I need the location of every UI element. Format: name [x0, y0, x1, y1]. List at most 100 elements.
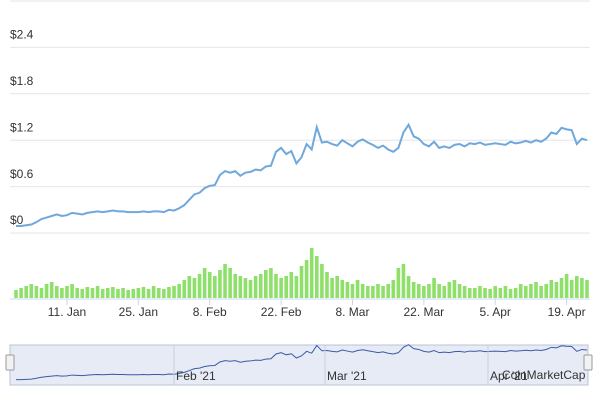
- y-tick-label: $0: [10, 213, 24, 227]
- volume-bar: [422, 286, 426, 298]
- y-tick-label: $0.6: [10, 167, 34, 181]
- volume-bar: [111, 287, 115, 298]
- volume-bar: [49, 282, 54, 298]
- volume-bar: [304, 260, 309, 298]
- volume-bar: [202, 268, 207, 298]
- volume-bar: [228, 268, 232, 298]
- volume-bar: [19, 288, 23, 298]
- y-tick-label: $1.2: [10, 120, 34, 134]
- volume-bar: [320, 264, 324, 298]
- volume-bar: [396, 268, 401, 298]
- volume-bar: [131, 289, 136, 298]
- volume-bar: [575, 276, 579, 298]
- volume-bar: [452, 280, 457, 298]
- volume-bar: [126, 290, 130, 298]
- volume-bar: [518, 284, 523, 298]
- x-tick-label: 11. Jan: [48, 305, 86, 319]
- volume-bar: [177, 284, 181, 298]
- volume-bar: [151, 286, 156, 298]
- x-tick-label: 5. Apr: [480, 305, 511, 319]
- navigator-handle[interactable]: [5, 354, 15, 371]
- volume-bar: [437, 284, 441, 298]
- volume-bar: [411, 282, 416, 298]
- volume-bar: [569, 280, 574, 298]
- volume-bar: [289, 272, 294, 298]
- volume-bar: [60, 288, 64, 298]
- volume-bar: [416, 284, 421, 298]
- price-line: [16, 122, 588, 228]
- volume-bar: [85, 287, 90, 298]
- volume-bar: [187, 276, 192, 298]
- volume-bar: [529, 284, 533, 298]
- volume-bar: [233, 274, 238, 298]
- volume-bar: [197, 274, 202, 298]
- volume-bar: [24, 286, 28, 298]
- volume-bar: [442, 286, 447, 298]
- x-tick-label: 22. Mar: [404, 305, 445, 319]
- volume-bar: [146, 289, 151, 298]
- x-tick-label: 25. Jan: [119, 305, 158, 319]
- volume-bar: [554, 282, 559, 298]
- volume-bar: [462, 286, 467, 298]
- volume-bar: [503, 286, 508, 298]
- volume-bar: [248, 280, 253, 298]
- volume-bar: [549, 280, 554, 298]
- x-tick-label: 19. Apr: [548, 305, 586, 319]
- volume-bar: [585, 280, 589, 298]
- volume-bar: [141, 287, 146, 298]
- volume-bar: [524, 286, 528, 298]
- volume-bar: [493, 286, 498, 298]
- volume-bar: [391, 280, 396, 298]
- volume-bar: [258, 274, 263, 298]
- volume-bar: [192, 278, 197, 298]
- volume-bar: [360, 284, 365, 298]
- volume-bar: [264, 270, 268, 298]
- volume-bar: [340, 280, 345, 298]
- volume-bar: [54, 286, 59, 298]
- volume-bar: [279, 278, 283, 298]
- volume-bar: [284, 276, 289, 298]
- volume-bar: [167, 287, 171, 298]
- volume-bar: [80, 289, 85, 298]
- volume-bar: [478, 286, 482, 298]
- volume-bar: [309, 248, 314, 298]
- volume-bar: [223, 264, 227, 298]
- volume-bar: [432, 278, 436, 298]
- y-tick-label: $1.8: [10, 74, 34, 88]
- y-tick-label: $2.4: [10, 28, 34, 42]
- volume-bar: [386, 284, 390, 298]
- volume-bar: [218, 270, 222, 298]
- navigator-handle[interactable]: [583, 354, 593, 371]
- volume-bar: [314, 256, 319, 298]
- volume-bar: [274, 274, 278, 298]
- volume-bar: [544, 284, 549, 298]
- navigator-label: Apr '21: [490, 369, 528, 383]
- volume-bar: [513, 288, 518, 298]
- volume-bar: [401, 264, 406, 298]
- volume-bar: [376, 284, 380, 298]
- volume-bar: [207, 272, 212, 298]
- volume-bar: [580, 278, 584, 298]
- volume-bar: [182, 280, 187, 298]
- volume-bar: [116, 289, 120, 298]
- volume-bar: [44, 284, 49, 298]
- volume-bar: [330, 278, 334, 298]
- volume-bar: [172, 286, 176, 298]
- volume-bar: [564, 274, 569, 298]
- volume-bar: [162, 289, 166, 298]
- volume-bar: [381, 286, 385, 298]
- volume-bar: [345, 282, 350, 298]
- volume-bar: [350, 284, 355, 298]
- volume-bar: [473, 288, 477, 298]
- volume-bar: [427, 284, 431, 298]
- volume-bar: [488, 289, 492, 298]
- navigator-line: [16, 344, 588, 381]
- volume-bar: [65, 286, 69, 298]
- volume-bar: [121, 288, 125, 298]
- volume-bar: [406, 276, 411, 298]
- volume-bar: [70, 284, 74, 298]
- volume-bar: [156, 288, 161, 298]
- volume-bar: [467, 288, 472, 298]
- volume-bar: [355, 280, 360, 298]
- volume-bar: [90, 288, 95, 298]
